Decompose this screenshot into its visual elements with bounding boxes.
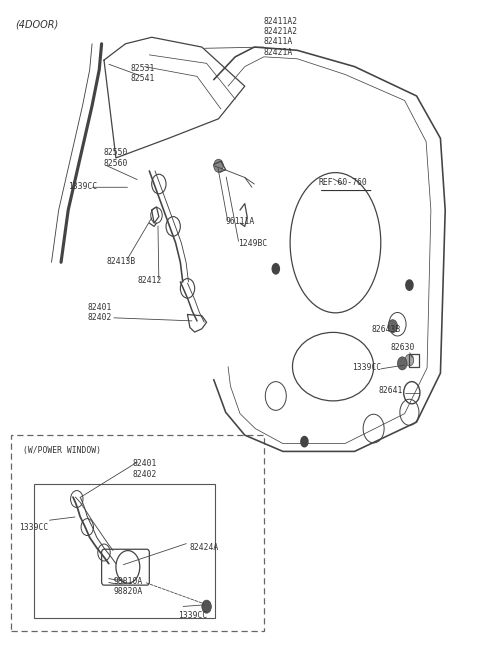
Circle shape <box>300 436 309 447</box>
Text: 1249BC: 1249BC <box>238 239 267 248</box>
Text: 82550
82560: 82550 82560 <box>104 148 128 168</box>
Text: 82641: 82641 <box>378 386 403 396</box>
Text: (4DOOR): (4DOOR) <box>16 20 59 29</box>
Circle shape <box>405 279 414 291</box>
Circle shape <box>214 159 223 172</box>
Text: 96111A: 96111A <box>226 217 255 227</box>
Text: REF.60-760: REF.60-760 <box>319 178 368 187</box>
Circle shape <box>388 320 397 333</box>
Text: 82643B: 82643B <box>371 325 400 334</box>
Text: 1339CC: 1339CC <box>20 523 49 532</box>
Bar <box>34 484 215 618</box>
Text: 1339CC: 1339CC <box>68 181 97 191</box>
Circle shape <box>405 354 414 366</box>
Text: 82401
82402: 82401 82402 <box>87 303 112 322</box>
Text: (W/POWER WINDOW): (W/POWER WINDOW) <box>23 446 101 455</box>
Text: 82401
82402: 82401 82402 <box>132 459 157 479</box>
Text: 82630: 82630 <box>390 343 415 352</box>
Text: 82413B: 82413B <box>107 257 136 265</box>
Circle shape <box>202 600 211 613</box>
Text: 1339CC: 1339CC <box>352 363 382 372</box>
Text: 1339CC: 1339CC <box>178 611 207 620</box>
Circle shape <box>397 357 407 370</box>
Text: 82531
82541: 82531 82541 <box>130 64 155 83</box>
Text: 82424A: 82424A <box>190 543 219 552</box>
Text: 98810A
98820A: 98810A 98820A <box>114 576 143 596</box>
Text: 82411A2
82421A2
82411A
82421A: 82411A2 82421A2 82411A 82421A <box>264 16 298 57</box>
Text: 82412: 82412 <box>137 276 162 285</box>
Circle shape <box>272 263 280 274</box>
